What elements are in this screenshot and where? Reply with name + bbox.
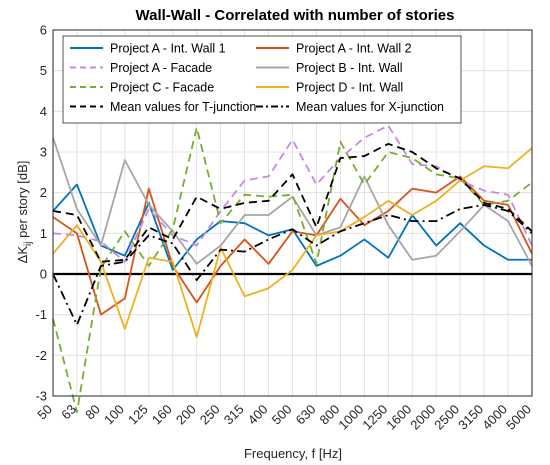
y-tick-label: 4 <box>40 104 47 119</box>
x-tick-label: 250 <box>197 402 223 428</box>
x-tick-label: 400 <box>245 402 271 428</box>
x-tick-label: 630 <box>293 402 319 428</box>
legend-label: Project C - Facade <box>110 81 214 95</box>
x-tick-label: 1250 <box>359 402 390 433</box>
x-axis-label: Frequency, f [Hz] <box>244 446 342 461</box>
x-tick-label: 200 <box>173 402 199 428</box>
y-tick-label: 2 <box>40 185 47 200</box>
series-line <box>52 142 533 263</box>
x-tick-label: 315 <box>221 402 247 428</box>
x-tick-label: 2500 <box>431 402 462 433</box>
y-tick-label: -1 <box>35 307 47 322</box>
chart-title: Wall-Wall - Correlated with number of st… <box>136 7 455 24</box>
y-axis-label-rest: per story [dB] <box>15 161 30 242</box>
series-line <box>52 147 533 338</box>
y-axis-label-subscript: ij <box>23 242 34 246</box>
x-tick-label: 3150 <box>455 402 486 433</box>
series-line <box>52 175 533 316</box>
series-line <box>52 137 533 267</box>
legend-label: Project B - Int. Wall <box>296 61 403 75</box>
y-tick-label: -2 <box>35 348 47 363</box>
series-layer <box>52 124 533 414</box>
x-tick-label: 2000 <box>407 402 438 433</box>
series-line <box>52 203 533 326</box>
x-tick-label: 160 <box>149 402 175 428</box>
legend-label: Mean values for T-junction <box>110 100 256 114</box>
legend-label: Project A - Facade <box>110 61 212 75</box>
y-tick-label: 6 <box>40 23 47 38</box>
x-tick-label: 1600 <box>383 402 414 433</box>
x-tick-label: 100 <box>101 402 127 428</box>
x-tick-label: 125 <box>125 402 151 428</box>
x-tick-labels: 50 63 801001251602002503154005006308001000… <box>34 402 534 433</box>
y-tick-label: 0 <box>40 267 47 282</box>
legend-label: Project D - Int. Wall <box>296 81 403 95</box>
x-tick-label: 80 <box>82 402 103 423</box>
y-axis-label: ΔKij per story [dB] <box>15 161 34 264</box>
legend: Project A - Int. Wall 1 Project A - Int. … <box>62 35 462 124</box>
legend-label: Project A - Int. Wall 1 <box>110 42 226 56</box>
y-axis-label-delta: ΔK <box>15 246 30 264</box>
legend-box <box>62 35 462 124</box>
legend-label: Project A - Int. Wall 2 <box>296 42 412 56</box>
x-tick-label: 4000 <box>479 402 510 433</box>
x-tick-label: 63 <box>58 402 79 423</box>
x-tick-label: 5000 <box>503 402 534 433</box>
y-tick-label: 5 <box>40 63 47 78</box>
y-tick-label: -3 <box>35 389 47 404</box>
y-tick-labels: -3 -2 -1 0 1 2 3 4 5 6 <box>35 23 47 404</box>
x-tick-label: 1000 <box>335 402 366 433</box>
plot-frame <box>52 29 533 397</box>
series-line <box>52 126 533 414</box>
x-tick-label: 50 <box>34 402 55 423</box>
y-tick-label: 1 <box>40 226 47 241</box>
y-tick-label: 3 <box>40 145 47 160</box>
x-tick-label: 500 <box>269 402 295 428</box>
legend-label: Mean values for X-junction <box>296 100 444 114</box>
